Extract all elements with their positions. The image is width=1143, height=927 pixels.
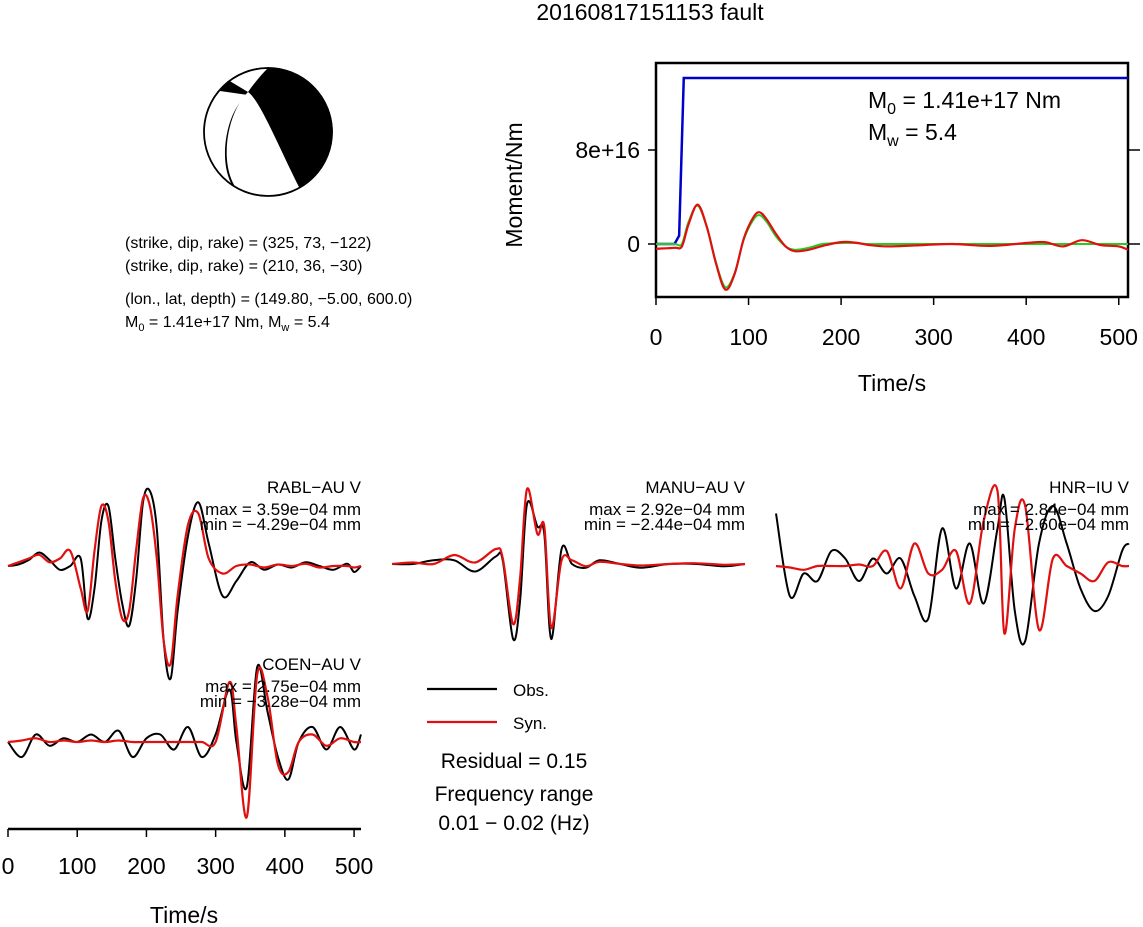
moment-mw-annotation: Mw = 5.4 — [868, 119, 957, 150]
beachball-line-4: M0 = 1.41e+17 Nm, Mw = 5.4 — [125, 314, 330, 334]
moment-y-tick-label: 0 — [627, 231, 640, 257]
synthetic-trace — [391, 487, 746, 629]
waveform-x-label: Time/s — [150, 902, 218, 927]
moment-plot-frame — [654, 61, 1130, 299]
beachball-line-2: (strike, dip, rake) = (210, 36, −30) — [125, 258, 362, 275]
frequency-range-title: Frequency range — [435, 783, 594, 806]
moment-y-tick-label: 8e+16 — [575, 137, 640, 163]
synthetic-trace — [775, 483, 1130, 635]
residual-text: Residual = 0.15 — [441, 750, 588, 773]
observed-trace — [7, 487, 362, 681]
waveform-x-tick-label: 500 — [335, 853, 373, 879]
waveform-x-tick-label: 200 — [127, 853, 165, 879]
moment-x-tick-label: 200 — [822, 324, 860, 350]
beachball-line-3: (lon., lat, depth) = (149.80, −5.00, 600… — [125, 291, 412, 308]
synthetic-trace — [7, 666, 362, 819]
station-max-label: max = 3.59e−04 mm — [205, 500, 361, 519]
beachball-white-left — [202, 91, 248, 193]
synthetic-trace — [7, 493, 362, 667]
moment-x-tick-label: 300 — [914, 324, 952, 350]
station-max-label: max = 2.75e−04 mm — [205, 677, 361, 696]
moment-m0-annotation: M0 = 1.41e+17 Nm — [868, 87, 1061, 118]
frequency-range-value: 0.01 − 0.02 (Hz) — [438, 812, 589, 835]
moment-x-tick-label: 0 — [650, 324, 663, 350]
station-min-label: min = −3.28e−04 mm — [200, 692, 361, 711]
moment-x-tick-label: 500 — [1100, 324, 1138, 350]
beachball-line-1: (strike, dip, rake) = (325, 73, −122) — [125, 235, 371, 252]
station-max-label: max = 2.92e−04 mm — [589, 500, 745, 519]
beachball — [202, 67, 333, 198]
waveform-x-tick-label: 100 — [58, 853, 96, 879]
station-label: HNR−IU V — [1049, 478, 1129, 497]
moment-series — [655, 76, 1129, 291]
figure-title: 20160817151153 fault — [536, 0, 764, 25]
moment-y-label: Moment/Nm — [501, 122, 527, 247]
station-min-label: min = −4.29e−04 mm — [200, 515, 361, 534]
legend-obs-label: Obs. — [513, 681, 549, 700]
moment-x-label: Time/s — [858, 370, 926, 396]
station-max-label: max = 2.84e−04 mm — [973, 500, 1129, 519]
beachball-white-center — [226, 76, 300, 198]
waveform-time-axis: 0 100 200 300 400 500 — [2, 827, 373, 879]
moment-axes: 0 100 200 300 400 500 0 8e+16 — [575, 137, 1140, 350]
station-label: RABL−AU V — [267, 478, 362, 497]
station-label: MANU−AU V — [645, 478, 745, 497]
station-label: COEN−AU V — [262, 655, 361, 674]
moment-x-tick-label: 400 — [1007, 324, 1045, 350]
legend-syn-label: Syn. — [513, 714, 547, 733]
waveform-x-tick-label: 300 — [196, 853, 234, 879]
waveform-x-tick-label: 400 — [266, 853, 304, 879]
moment-rate-red-line — [655, 203, 1129, 291]
station-min-label: min = −2.60e−04 mm — [968, 515, 1129, 534]
observed-trace — [775, 493, 1130, 646]
station-min-label: min = −2.44e−04 mm — [584, 515, 745, 534]
waveform-x-tick-label: 0 — [2, 853, 15, 879]
legend: Obs. Syn. Residual = 0.15 Frequency rang… — [427, 681, 593, 835]
moment-x-tick-label: 100 — [729, 324, 767, 350]
